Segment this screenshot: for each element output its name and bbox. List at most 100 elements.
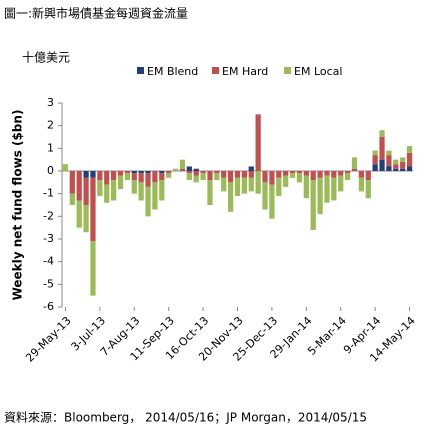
bar (117, 171, 124, 176)
bar (90, 171, 96, 178)
y-tick-label: -6 (43, 300, 54, 313)
bar (186, 171, 192, 174)
bar (296, 171, 303, 174)
bar (310, 171, 316, 181)
bar (111, 180, 117, 201)
bar (200, 171, 206, 174)
bar (166, 171, 172, 174)
bar (207, 171, 213, 181)
bar (262, 171, 268, 183)
bar (386, 150, 392, 156)
bar (200, 173, 206, 181)
bar (97, 180, 103, 196)
bar (283, 175, 289, 187)
bar (372, 164, 378, 171)
bar (406, 146, 413, 153)
legend-swatch (212, 67, 219, 74)
bar (393, 164, 399, 169)
bar (351, 168, 358, 171)
bar (83, 171, 89, 178)
bar (193, 168, 199, 171)
y-tick-label: -4 (43, 255, 54, 268)
bar (97, 171, 103, 181)
bar (76, 171, 82, 201)
bar (303, 175, 309, 199)
bar (317, 177, 323, 215)
bar (138, 171, 144, 174)
bar (379, 159, 385, 171)
y-tick-label: 1 (47, 141, 54, 154)
bar (104, 184, 110, 203)
bar (331, 177, 337, 201)
bar (379, 137, 385, 160)
bar (145, 171, 151, 174)
bar (338, 175, 344, 192)
legend-label: EM Blend (147, 65, 198, 78)
bar (179, 159, 186, 169)
bar (358, 171, 364, 178)
bar (289, 173, 296, 178)
bar (365, 180, 371, 199)
bar (152, 171, 158, 183)
bar (372, 155, 378, 165)
y-tick-label: 0 (47, 164, 54, 177)
bar (283, 171, 289, 176)
y-tick-label: -5 (43, 277, 54, 290)
bar (131, 180, 137, 194)
bar (131, 173, 137, 181)
bar (186, 173, 192, 181)
bar (234, 171, 241, 178)
bar (358, 177, 364, 192)
bar (276, 177, 282, 196)
bar (234, 177, 241, 196)
bar (138, 173, 144, 183)
bar (69, 193, 75, 205)
bar (90, 241, 96, 296)
bar (166, 173, 172, 178)
source: 資料來源：Bloomberg， 2014/05/16；JP Morgan，201… (4, 411, 367, 425)
legend-label: EM Hard (222, 65, 268, 78)
bar (345, 173, 351, 181)
bar (248, 177, 254, 192)
bar (386, 155, 392, 167)
bar (193, 171, 199, 176)
bar (365, 171, 371, 181)
bar (76, 200, 82, 228)
bar (338, 171, 344, 176)
y-tick-label: -2 (43, 209, 54, 222)
bar (255, 171, 261, 194)
bar (83, 177, 89, 205)
bar (90, 177, 96, 242)
bar (324, 171, 330, 176)
bar (124, 173, 130, 181)
bar (159, 173, 165, 181)
bar (117, 175, 124, 190)
bar (393, 159, 399, 165)
bar (214, 173, 220, 181)
bar (214, 171, 220, 174)
bar (221, 177, 227, 192)
bar (241, 171, 247, 178)
bar (186, 166, 192, 171)
legend-label: EM Local (294, 65, 342, 78)
bar (104, 171, 110, 185)
bar (296, 173, 303, 183)
bar (386, 166, 392, 171)
bar (255, 114, 261, 171)
bar (228, 171, 234, 183)
bar (221, 171, 227, 178)
bar (138, 182, 144, 201)
legend-swatch (284, 67, 291, 74)
bar (324, 175, 330, 203)
bar (269, 184, 275, 219)
unit-label: 十億美元 (22, 51, 70, 65)
legend-swatch (137, 67, 144, 74)
bar (62, 164, 69, 171)
x-tick-label: 29-May-13 (23, 314, 74, 365)
bar (345, 171, 351, 174)
bar (145, 186, 151, 217)
bar (351, 157, 358, 169)
y-tick-label: 3 (47, 96, 54, 109)
bar (111, 171, 117, 181)
bar (269, 171, 275, 185)
